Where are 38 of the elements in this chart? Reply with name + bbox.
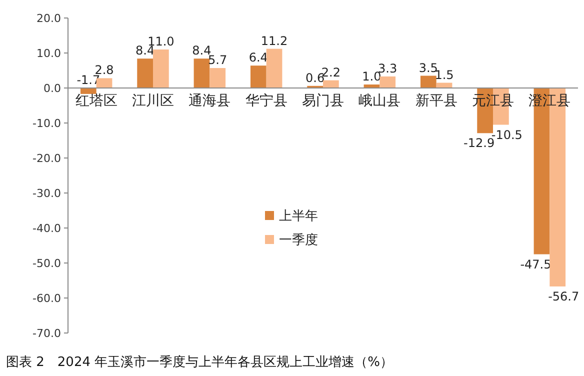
y-tick-label: 20.0 — [36, 12, 61, 25]
x-tick-label: 华宁县 — [245, 93, 288, 109]
y-tick-label: -60.0 — [32, 292, 61, 305]
y-tick-label: -10.0 — [32, 117, 61, 130]
data-label: 3.5 — [418, 60, 438, 75]
x-tick-label: 新平县 — [415, 93, 458, 109]
y-tick-label: 0.0 — [44, 82, 61, 95]
bar — [380, 76, 396, 88]
bar — [420, 76, 436, 88]
y-tick-label: -20.0 — [32, 152, 61, 165]
text: 图表 2 2024 年玉溪市一季度与上半年各县区规上工业增速（%） — [6, 354, 393, 370]
x-tick-label: 江川区 — [132, 93, 174, 109]
legend-label: 一季度 — [279, 232, 318, 248]
data-label: 1.0 — [362, 70, 382, 84]
x-tick-label: 红塔区 — [75, 93, 118, 109]
data-label: 6.4 — [248, 50, 268, 65]
y-tick-label: -70.0 — [32, 327, 61, 340]
bar — [323, 80, 339, 88]
x-tick-label: 通海县 — [188, 93, 231, 109]
data-label: -56.7 — [548, 289, 580, 304]
bar — [266, 48, 282, 88]
bar — [137, 58, 153, 88]
data-label: 11.2 — [260, 34, 288, 48]
data-label: 5.7 — [208, 53, 228, 68]
x-tick-label: 峨山县 — [358, 93, 401, 109]
bar — [194, 58, 210, 88]
y-tick-label: -40.0 — [32, 222, 61, 235]
x-tick-label: 易门县 — [302, 93, 344, 109]
y-tick-label: -30.0 — [32, 187, 61, 200]
bar — [80, 88, 96, 94]
y-tick-label: -50.0 — [32, 257, 61, 270]
y-tick-label: 10.0 — [36, 47, 61, 60]
data-label: -12.9 — [464, 136, 495, 150]
legend-label: 上半年 — [279, 209, 318, 224]
bar — [153, 50, 169, 88]
bar — [210, 68, 226, 88]
data-label: -47.5 — [520, 257, 552, 272]
bar — [250, 66, 266, 88]
